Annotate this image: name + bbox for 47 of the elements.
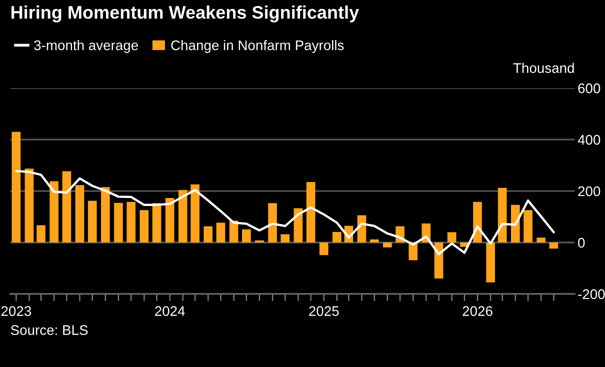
bar: [549, 242, 558, 249]
bar: [319, 242, 328, 256]
bar: [114, 202, 123, 242]
chart-title: Hiring Momentum Weakens Significantly: [11, 6, 359, 22]
bar: [126, 202, 136, 242]
bar: [12, 132, 21, 242]
bar: [524, 210, 532, 242]
x-tick-label: 2024: [155, 306, 185, 316]
y-tick-label: 200: [578, 186, 600, 196]
y-tick-label: 0: [578, 238, 585, 248]
legend-label: Change in Nonfarm Payrolls: [171, 40, 344, 53]
bar: [50, 181, 58, 242]
bar: [447, 232, 456, 242]
bar: [383, 242, 392, 248]
y-tick-label: 400: [578, 134, 600, 145]
bar: [332, 232, 342, 242]
bar: [88, 200, 97, 242]
bar: [190, 184, 200, 242]
x-tick-label: 2026: [462, 306, 492, 316]
source-note: Source: BLS: [10, 325, 88, 335]
bar: [152, 203, 162, 242]
bar: [24, 168, 34, 242]
bar: [536, 238, 546, 242]
legend-label: 3-month average: [34, 40, 138, 53]
bar: [268, 203, 277, 242]
bar: [75, 185, 84, 242]
bar: [498, 188, 507, 242]
line-series: [15, 170, 555, 256]
bar: [178, 190, 188, 242]
bar: [204, 226, 213, 242]
bar: [216, 222, 226, 242]
y-axis-title: Thousand: [513, 62, 574, 73]
x-tick-label: 2023: [1, 306, 32, 316]
x-tick-label: 2025: [309, 306, 339, 316]
bar: [486, 242, 495, 282]
bar: [62, 171, 72, 242]
bar: [280, 234, 290, 242]
bar: [370, 239, 379, 242]
bar: [100, 187, 110, 242]
bar: [140, 210, 149, 242]
y-tick-label: -200: [578, 289, 605, 300]
bar: [165, 198, 174, 242]
bar: [306, 182, 316, 242]
bar: [36, 225, 46, 242]
bar: [510, 204, 520, 242]
y-tick-label: 600: [578, 83, 600, 94]
bar: [242, 229, 251, 242]
